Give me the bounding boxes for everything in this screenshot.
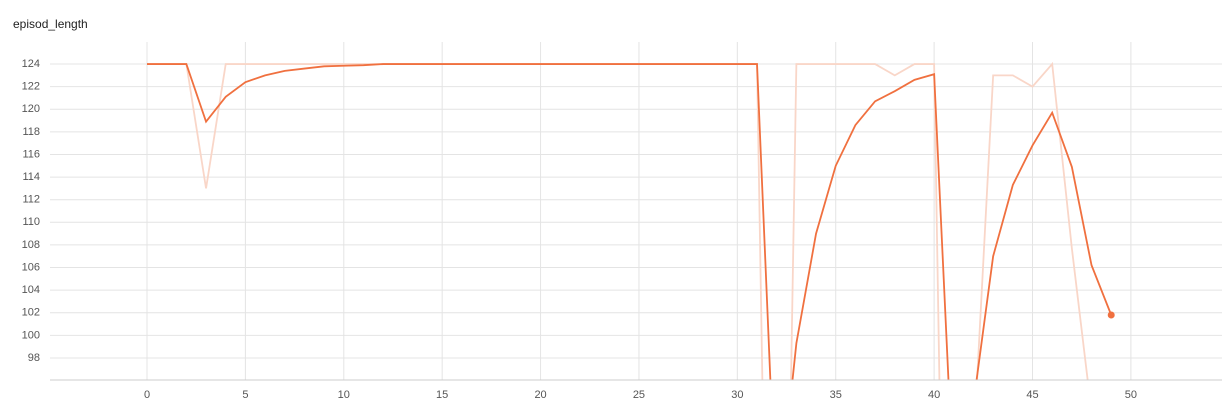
x-tick-label: 25: [633, 389, 645, 401]
x-tick-label: 50: [1125, 389, 1137, 401]
x-tick-label: 45: [1026, 389, 1038, 401]
x-tick-label: 20: [534, 389, 546, 401]
x-tick-label: 15: [436, 389, 448, 401]
x-tick-label: 35: [830, 389, 842, 401]
y-tick-label: 110: [22, 216, 40, 228]
y-tick-label: 116: [22, 148, 40, 160]
last-point: [1107, 311, 1115, 319]
plot-area: [147, 61, 1115, 380]
y-tick-label: 112: [22, 194, 40, 206]
grid: [50, 42, 1222, 380]
y-tick-label: 118: [22, 126, 40, 138]
x-tick-label: 5: [242, 389, 248, 401]
y-tick-label: 98: [28, 352, 40, 364]
y-tick-label: 104: [22, 284, 40, 296]
y-tick-label: 124: [22, 58, 40, 70]
x-tick-label: 10: [338, 389, 350, 401]
y-tick-label: 100: [22, 329, 40, 341]
y-tick-label: 108: [22, 239, 40, 251]
y-tick-label: 120: [22, 103, 40, 115]
y-tick-label: 114: [22, 171, 40, 183]
y-tick-label: 106: [22, 261, 40, 273]
y-tick-label: 122: [22, 81, 40, 93]
y-tick-label: 102: [22, 307, 40, 319]
series-line: [147, 63, 1113, 380]
x-tick-label: 40: [928, 389, 940, 401]
x-tick-label: 30: [731, 389, 743, 401]
x-tick-label: 0: [144, 389, 150, 401]
series-line: [147, 61, 1089, 380]
chart-title: episod_length: [13, 17, 88, 31]
